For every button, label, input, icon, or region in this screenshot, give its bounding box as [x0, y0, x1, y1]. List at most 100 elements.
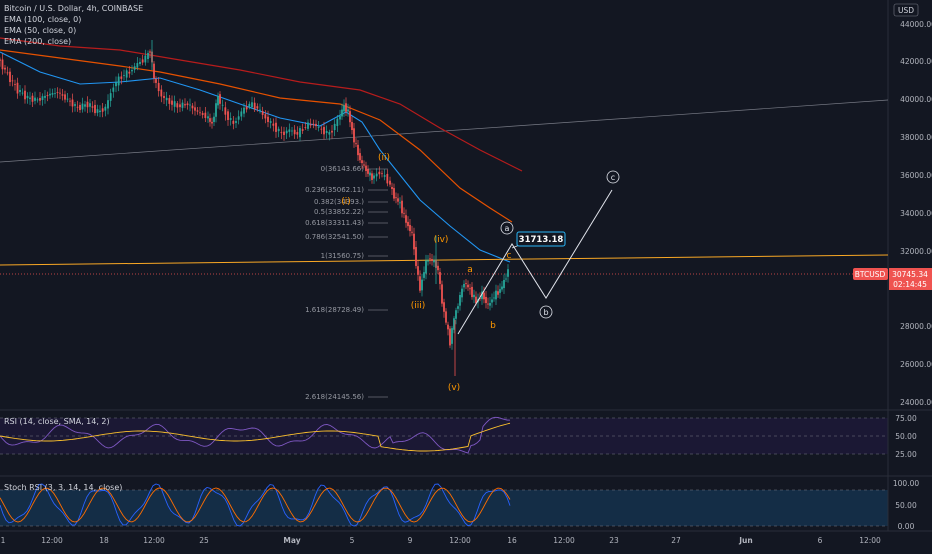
time-tick: 5: [350, 536, 355, 545]
candle-body: [505, 278, 507, 280]
candle-body: [213, 116, 215, 122]
candle-body: [433, 260, 435, 263]
candle-body: [74, 104, 76, 106]
candle-body: [39, 98, 41, 101]
candle-body: [136, 63, 139, 68]
candle-body: [41, 96, 44, 101]
candle-body: [467, 284, 469, 288]
stoch-pane-label[interactable]: Stoch RSI (3, 3, 14, 14, close): [4, 483, 122, 492]
candle-body: [483, 292, 485, 300]
stoch-k-line[interactable]: [0, 483, 511, 527]
candle-body: [11, 80, 14, 82]
candle-body: [179, 104, 181, 108]
candle-body: [259, 109, 261, 111]
candles[interactable]: [0, 40, 509, 376]
candle-body: [194, 107, 196, 111]
candle-body: [301, 129, 304, 131]
time-tick: 9: [408, 536, 413, 545]
candle-body: [296, 132, 299, 135]
candle-body: [189, 104, 191, 106]
candle-body: [219, 94, 221, 104]
candle-body: [323, 127, 325, 135]
wave-circle-c[interactable]: [606, 170, 620, 184]
candle-body: [343, 105, 345, 112]
candle-body: [339, 115, 341, 120]
candle-body: [393, 188, 395, 199]
candle-body: [9, 71, 11, 83]
wave-circle-b[interactable]: [539, 305, 553, 319]
rsi-line[interactable]: [0, 416, 511, 454]
candle-body: [353, 128, 355, 143]
candle-body: [373, 175, 375, 179]
wave-circle-c-label: c: [611, 173, 615, 182]
candle-body: [272, 123, 275, 126]
stoch-tick: 100.00: [893, 479, 919, 488]
stoch-d-line[interactable]: [0, 487, 511, 523]
candle-body: [431, 259, 433, 261]
legend-ema100[interactable]: EMA (100, close, 0): [4, 15, 82, 24]
candle-body: [245, 106, 248, 110]
candle-body: [365, 165, 367, 172]
symbol-badge[interactable]: [853, 268, 888, 280]
candle-body: [473, 294, 475, 298]
candle-body: [201, 113, 204, 115]
candle-body: [191, 105, 194, 109]
time-tick: 18: [99, 536, 109, 545]
time-axis[interactable]: 1 12:00 18 12:00 25 May 5 9 12:00 16 12:00 23 27 Jun 6…: [1, 536, 881, 545]
candle-body: [144, 55, 147, 63]
legend-ema50[interactable]: EMA (50, close, 0): [4, 26, 77, 35]
projection-path[interactable]: [457, 189, 613, 335]
candle-body: [439, 272, 441, 284]
currency-button[interactable]: [893, 3, 919, 17]
candle-body: [101, 108, 104, 112]
time-tick: 23: [609, 536, 619, 545]
candle-body: [26, 95, 29, 99]
ema100-line[interactable]: [0, 49, 513, 223]
price-pane[interactable]: [0, 0, 888, 408]
candle-body: [117, 76, 120, 86]
candle-body: [184, 104, 186, 106]
candle-body: [104, 106, 107, 111]
candle-body: [153, 63, 155, 79]
candle-body: [413, 233, 415, 250]
candle-body: [495, 290, 497, 300]
candle-body: [389, 180, 391, 185]
wave-circle-a[interactable]: [500, 221, 514, 235]
ema50-line[interactable]: [0, 51, 511, 263]
candle-body: [331, 130, 333, 133]
candle-body: [215, 103, 217, 117]
fib-level-label: 1(31560.75): [321, 252, 365, 260]
candle-body: [81, 103, 84, 110]
candle-body: [423, 272, 425, 278]
candle-body: [293, 129, 296, 135]
target-price-box[interactable]: [516, 231, 566, 247]
candle-body: [283, 131, 285, 135]
rsi-pane-label[interactable]: RSI (14, close, SMA, 14, 2): [4, 417, 110, 426]
candle-body: [317, 126, 320, 128]
time-tick: 12:00: [449, 536, 471, 545]
candle-body: [429, 258, 431, 260]
candle-body: [251, 102, 253, 108]
candle-body: [407, 221, 409, 227]
candle-body: [411, 231, 413, 233]
price-axis[interactable]: USD 44000.00 42000.00 40000.00 38000.00 3600…: [893, 3, 932, 407]
candle-body: [325, 130, 328, 134]
price-tick: 44000.00: [900, 20, 932, 29]
rsi-ma-line[interactable]: [0, 422, 511, 452]
candle-body: [34, 97, 36, 101]
candle-body: [461, 288, 463, 298]
symbol-title[interactable]: Bitcoin / U.S. Dollar, 4h, COINBASE: [4, 4, 144, 13]
wave-label-a-small: a: [467, 265, 473, 275]
ema200-line[interactable]: [0, 37, 523, 172]
price-tick: 38000.00: [900, 133, 932, 142]
candle-body: [256, 106, 259, 109]
legend-ema200[interactable]: EMA (200, close): [4, 37, 72, 46]
trend-line[interactable]: [0, 99, 889, 163]
candle-body: [199, 112, 201, 114]
yellow-level-line[interactable]: [0, 254, 889, 266]
candle-body: [459, 295, 461, 306]
fib-retracement[interactable]: 0(36143.66) 0.236(35062.11) 0.382(34393.) 0…: [305, 165, 388, 401]
time-tick: 27: [671, 536, 681, 545]
candle-body: [399, 202, 401, 204]
